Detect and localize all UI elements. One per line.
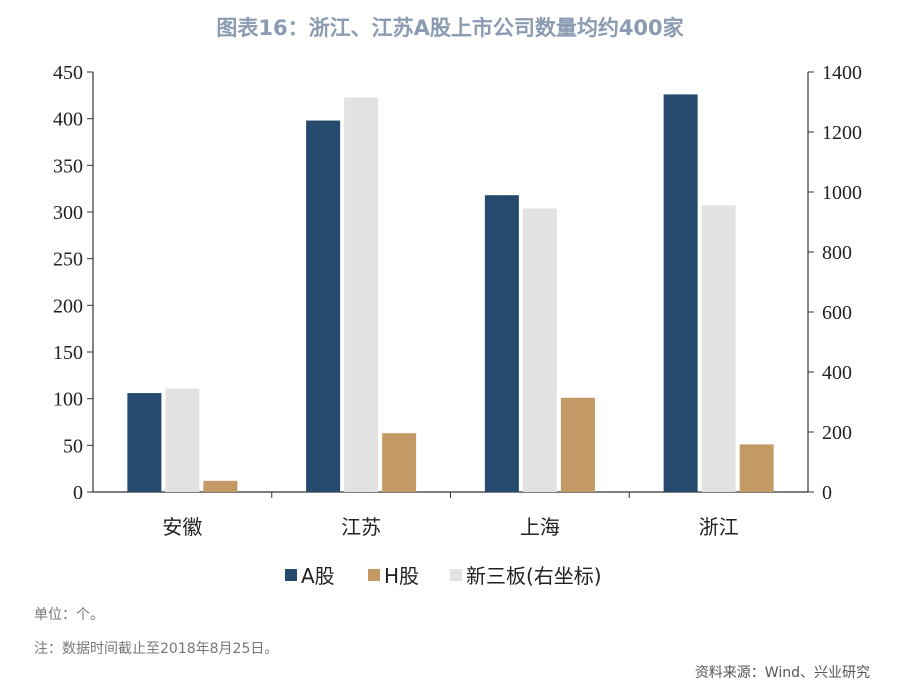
y-right-tick-label: 200	[822, 422, 852, 444]
bar-A股-上海	[484, 195, 519, 492]
y-right-tick-label: 800	[822, 242, 852, 264]
legend: A股 H股 新三板(右坐标)	[285, 564, 602, 588]
y-left-tick-label: 0	[73, 482, 83, 504]
y-right-tick-label: 1400	[822, 62, 862, 84]
y-right-tick-label: 600	[822, 302, 852, 324]
legend-swatch-A股	[285, 569, 297, 581]
x-tick-label: 浙江	[699, 515, 739, 539]
bar-新三板(右坐标)-安徽	[165, 388, 200, 492]
bar-新三板(右坐标)-江苏	[344, 97, 379, 492]
y-left-tick-label: 100	[53, 389, 83, 411]
x-tick-label: 上海	[520, 515, 560, 539]
legend-label-H股: H股	[384, 564, 419, 588]
legend-label-新三板(右坐标): 新三板(右坐标)	[466, 564, 602, 588]
y-right-tick-label: 1200	[822, 122, 862, 144]
y-left-tick-label: 300	[53, 202, 83, 224]
bar-H股-江苏	[382, 433, 417, 492]
y-right-tick-label: 1000	[822, 182, 862, 204]
bar-新三板(右坐标)-上海	[522, 208, 557, 492]
bar-A股-浙江	[663, 94, 698, 493]
bar-H股-浙江	[739, 444, 774, 492]
y-left-tick-label: 450	[53, 62, 83, 84]
bar-H股-上海	[560, 397, 595, 492]
x-tick-label: 江苏	[341, 515, 381, 539]
chart-title: 图表16：浙江、江苏A股上市公司数量均约400家	[216, 16, 684, 40]
legend-swatch-新三板(右坐标)	[450, 569, 462, 581]
legend-label-A股: A股	[301, 564, 335, 588]
legend-swatch-H股	[368, 569, 380, 581]
unit-note: 单位：个。	[34, 607, 104, 623]
x-tick-label: 安徽	[162, 515, 202, 539]
y-right-tick-label: 400	[822, 362, 852, 384]
source-note: 资料来源：Wind、兴业研究	[694, 665, 870, 681]
bar-新三板(右坐标)-浙江	[701, 205, 736, 492]
date-note: 注：数据时间截止至2018年8月25日。	[34, 641, 279, 657]
bars-group	[127, 94, 774, 493]
y-left-tick-label: 50	[63, 435, 83, 457]
bar-A股-江苏	[306, 120, 341, 493]
labels-group: 0 50 100 150 200 250 300 350 400 450 0 200 400 600 800…	[53, 62, 862, 539]
y-left-tick-label: 250	[53, 249, 83, 271]
bar-A股-安徽	[127, 393, 162, 492]
y-left-tick-label: 150	[53, 342, 83, 364]
y-left-tick-label: 350	[53, 155, 83, 177]
y-left-tick-label: 400	[53, 109, 83, 131]
y-right-tick-label: 0	[822, 482, 832, 504]
bar-H股-安徽	[203, 480, 238, 492]
y-left-tick-label: 200	[53, 295, 83, 317]
